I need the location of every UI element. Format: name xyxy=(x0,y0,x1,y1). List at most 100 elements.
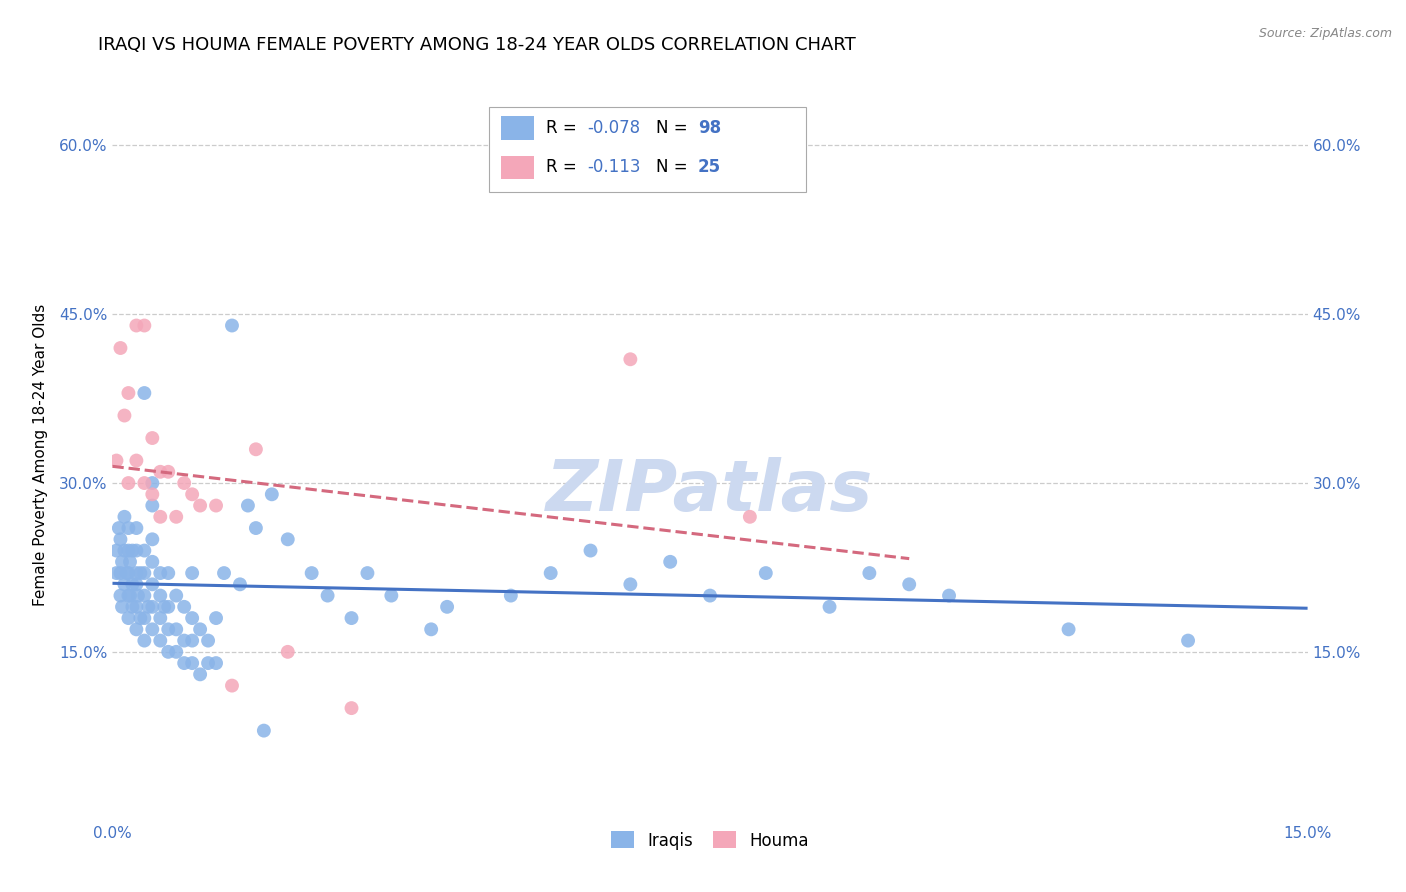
Point xyxy=(818,599,841,614)
Point xyxy=(134,633,156,648)
Point xyxy=(436,599,458,614)
Point xyxy=(188,667,211,681)
Y-axis label: Female Poverty Among 18-24 Year Olds: Female Poverty Among 18-24 Year Olds xyxy=(32,304,48,606)
Point xyxy=(110,566,132,580)
Point xyxy=(181,566,204,580)
Text: 98: 98 xyxy=(699,119,721,137)
Text: -0.113: -0.113 xyxy=(586,159,641,177)
Point xyxy=(108,521,131,535)
Text: N =: N = xyxy=(657,159,693,177)
Point xyxy=(738,509,761,524)
Point xyxy=(125,543,148,558)
Point xyxy=(205,656,228,670)
Point xyxy=(125,566,148,580)
Point xyxy=(141,499,163,513)
Point xyxy=(125,521,148,535)
Point xyxy=(141,599,163,614)
Point xyxy=(149,566,172,580)
Point xyxy=(755,566,778,580)
Text: IRAQI VS HOUMA FEMALE POVERTY AMONG 18-24 YEAR OLDS CORRELATION CHART: IRAQI VS HOUMA FEMALE POVERTY AMONG 18-2… xyxy=(98,36,856,54)
Point xyxy=(118,555,141,569)
Point xyxy=(659,555,682,569)
Point xyxy=(105,566,128,580)
Legend: Iraqis, Houma: Iraqis, Houma xyxy=(605,825,815,856)
Text: N =: N = xyxy=(657,119,693,137)
Point xyxy=(121,543,143,558)
Point xyxy=(114,409,135,423)
Point xyxy=(129,611,152,625)
Point xyxy=(205,499,228,513)
Point xyxy=(205,611,228,625)
Point xyxy=(114,509,135,524)
Point xyxy=(898,577,921,591)
Point xyxy=(165,589,187,603)
Point xyxy=(420,623,443,637)
Point xyxy=(110,341,132,355)
Point xyxy=(165,509,187,524)
Point xyxy=(129,566,152,580)
Point xyxy=(134,589,156,603)
Point xyxy=(165,623,187,637)
Point xyxy=(173,656,195,670)
Point xyxy=(188,499,211,513)
Point xyxy=(114,543,135,558)
Point xyxy=(1177,633,1199,648)
Point xyxy=(141,577,163,591)
Point xyxy=(117,566,139,580)
Point xyxy=(127,589,149,603)
Point xyxy=(105,453,128,467)
Point xyxy=(117,476,139,491)
Point xyxy=(141,487,163,501)
Point xyxy=(579,543,602,558)
Point xyxy=(316,589,339,603)
Point xyxy=(121,577,143,591)
FancyBboxPatch shape xyxy=(501,116,534,140)
Point xyxy=(149,589,172,603)
Point xyxy=(260,487,283,501)
Point xyxy=(340,701,363,715)
Text: ZIPatlas: ZIPatlas xyxy=(547,457,873,526)
Point xyxy=(134,476,156,491)
Point xyxy=(117,543,139,558)
Point xyxy=(111,555,134,569)
Point xyxy=(141,555,163,569)
Point xyxy=(938,589,960,603)
FancyBboxPatch shape xyxy=(489,108,806,192)
Text: 25: 25 xyxy=(699,159,721,177)
Point xyxy=(197,633,219,648)
Point xyxy=(141,476,163,491)
Point xyxy=(125,453,148,467)
Point xyxy=(141,431,163,445)
Point xyxy=(117,386,139,401)
Point xyxy=(153,599,176,614)
Point xyxy=(173,599,195,614)
Point xyxy=(173,476,195,491)
Point xyxy=(356,566,378,580)
Point xyxy=(134,386,156,401)
Point xyxy=(221,679,243,693)
FancyBboxPatch shape xyxy=(501,156,534,179)
Point xyxy=(540,566,562,580)
Point xyxy=(110,589,132,603)
Point xyxy=(125,623,148,637)
Point xyxy=(181,611,204,625)
Point xyxy=(149,509,172,524)
Point xyxy=(699,589,721,603)
Point xyxy=(499,589,522,603)
Point xyxy=(181,656,204,670)
Point xyxy=(301,566,323,580)
Point xyxy=(114,577,135,591)
Point xyxy=(197,656,219,670)
Point xyxy=(221,318,243,333)
Point xyxy=(115,566,138,580)
Text: R =: R = xyxy=(547,119,582,137)
Point xyxy=(619,352,641,367)
Point xyxy=(245,521,267,535)
Point xyxy=(141,623,163,637)
Point xyxy=(117,589,139,603)
Point xyxy=(105,543,128,558)
Point xyxy=(149,633,172,648)
Point xyxy=(157,465,180,479)
Point xyxy=(134,543,156,558)
Point xyxy=(117,611,139,625)
